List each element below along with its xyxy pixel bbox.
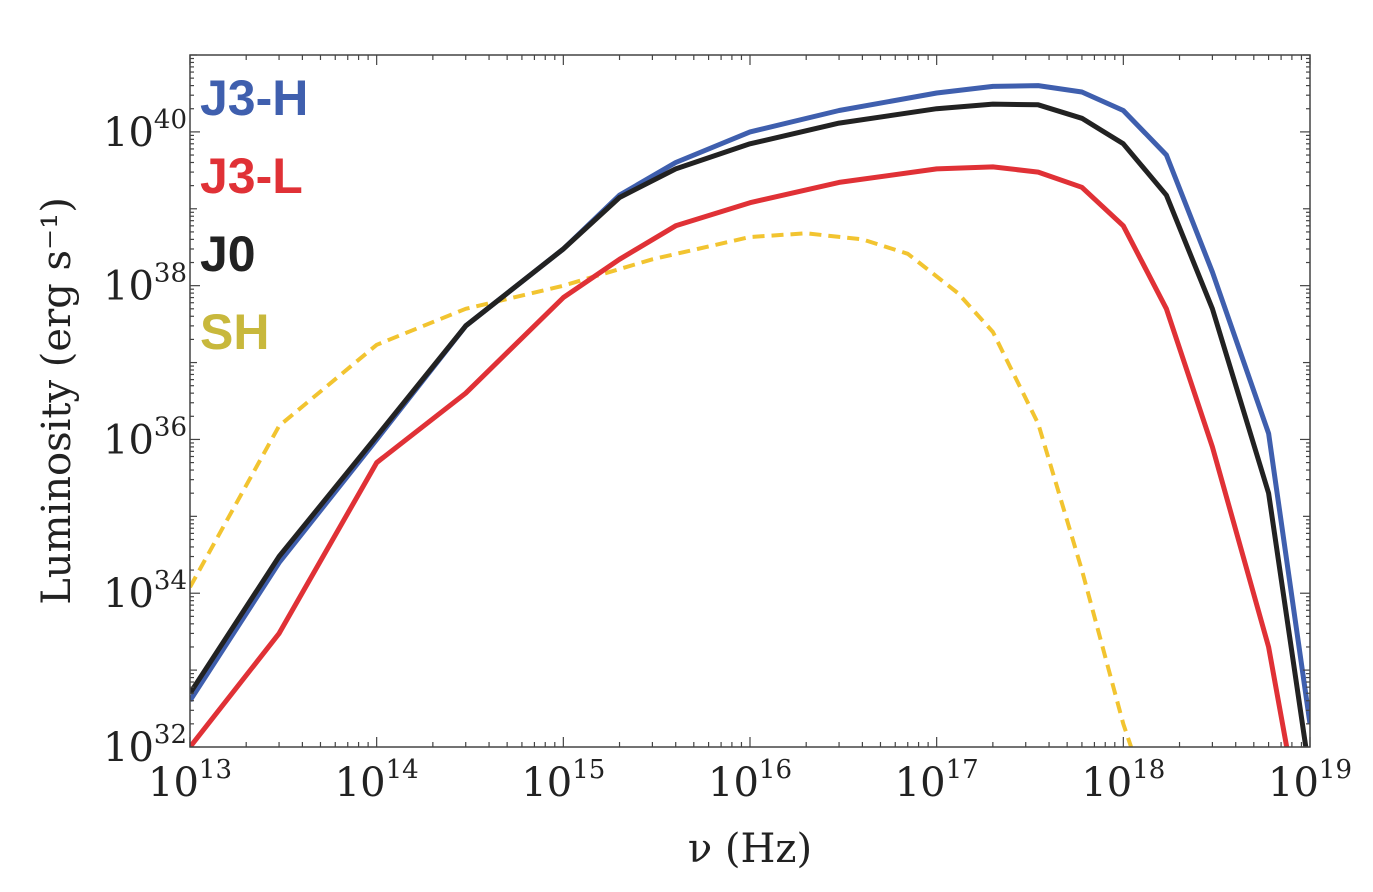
- y-tick-label: 1034: [103, 566, 187, 617]
- y-tick-label: 1040: [103, 105, 187, 156]
- x-axis-title: ν (Hz): [688, 826, 812, 872]
- series-line-j0: [190, 101, 1309, 747]
- x-tick-label: 1017: [895, 755, 979, 806]
- legend-label-j0: J0: [200, 226, 256, 282]
- legend-label-j3-l: J3-L: [200, 148, 303, 204]
- y-tick-labels: 1032 1034 1036 1038 1040: [103, 105, 187, 771]
- series-line-j3-l: [190, 164, 1290, 747]
- legend-label-j3-h: J3-H: [200, 70, 308, 126]
- x-tick-label: 1018: [1081, 755, 1165, 806]
- legend: J3-H J3-L J0 SH: [200, 70, 308, 360]
- y-axis-title: Luminosity (erg s⁻¹): [34, 197, 80, 605]
- y-tick-label: 1036: [103, 412, 187, 463]
- x-tick-label: 1015: [521, 755, 605, 806]
- ticks-layer: [189, 54, 1311, 748]
- y-tick-label: 1032: [103, 720, 187, 771]
- x-tick-labels: 1013 1014 1015 1016 1017 1018 1019: [148, 755, 1352, 806]
- series-layer: [190, 83, 1310, 747]
- x-tick-label: 1014: [335, 755, 419, 806]
- y-tick-label: 1038: [103, 259, 187, 310]
- x-tick-label: 1019: [1268, 755, 1352, 806]
- legend-label-sh: SH: [200, 304, 269, 360]
- x-tick-label: 1013: [148, 755, 232, 806]
- x-tick-label: 1016: [708, 755, 792, 806]
- series-line-sh: [190, 231, 1133, 747]
